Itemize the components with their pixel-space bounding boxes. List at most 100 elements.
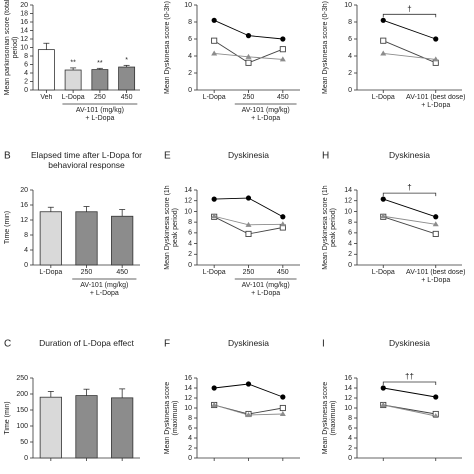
y-axis-label-box: Mean Dyskinesia score (0-3h) <box>164 1 171 94</box>
y-tick-label: 10 <box>344 208 352 215</box>
series-line <box>383 198 436 218</box>
y-axis-label: Mean Dyskinesia score (1h peak period) <box>164 185 179 270</box>
x-tick-label-box: AV-101 (best dose) + L-Dopa <box>406 94 465 109</box>
y-tick-label: 4 <box>24 70 28 77</box>
y-tick-label: 18 <box>20 10 28 17</box>
y-axis-label: Mean Dyskinesia score (0-3h) <box>322 1 329 94</box>
bar <box>37 49 55 91</box>
marker <box>245 59 252 66</box>
y-tick-label: 12 <box>344 395 352 402</box>
x-tick-label: L-Dopa <box>371 269 395 276</box>
marker <box>245 53 252 59</box>
marker <box>211 385 217 391</box>
y-tick-label: 4 <box>348 240 352 247</box>
significance: † <box>407 4 411 13</box>
marker <box>211 50 218 56</box>
y-tick-label: 2 <box>348 70 352 77</box>
series-line <box>214 197 284 218</box>
panel-title-box: Dyskinesia <box>228 338 269 348</box>
y-tick-label: 6 <box>188 36 192 43</box>
y-tick-label: 0 <box>188 87 192 94</box>
group-label: + L-Dopa <box>90 290 119 297</box>
y-tick-label: 10 <box>184 2 192 9</box>
y-tick-label: 0 <box>348 455 352 462</box>
group-label: AV-101 (mg/kg) <box>242 107 290 114</box>
panel-title-box: Dyskinesia <box>388 150 431 160</box>
y-axis-label: Mean Dyskinesia score (maximum) <box>164 381 179 455</box>
y-tick-label: 10 <box>344 405 352 412</box>
x-tick-label-box: L-Dopa <box>372 94 395 101</box>
y-tick-label: 8 <box>24 53 28 60</box>
x-tick-label: L-Dopa <box>202 94 226 101</box>
y-tick-label: 6 <box>348 36 352 43</box>
x-tick-label: AV-101 (best dose) + L-Dopa <box>406 269 466 284</box>
y-tick-label: 0 <box>24 262 28 269</box>
y-tick-label: 14 <box>184 385 192 392</box>
y-tick-label: 50 <box>20 439 28 446</box>
group-label: AV-101 (mg/kg) <box>242 282 290 289</box>
bar <box>64 69 82 91</box>
y-axis-label: Mean parkinsonian score (total period) <box>4 0 19 96</box>
y-tick-label: 16 <box>344 375 352 382</box>
y-axis-label: Mean Dyskinesia score (0-3h) <box>164 1 171 94</box>
y-tick-label: 0 <box>188 455 192 462</box>
marker <box>245 33 252 39</box>
y-tick-label: 4 <box>188 240 192 247</box>
bar <box>111 397 134 459</box>
y-tick-label: 12 <box>184 198 192 205</box>
y-tick-label: 0 <box>24 87 28 94</box>
x-tick-label-box: L-Dopa <box>371 269 395 276</box>
panel-letter: C <box>4 339 11 350</box>
series-line <box>383 215 436 225</box>
marker <box>280 36 286 42</box>
marker <box>432 221 439 227</box>
x-tick-label-box: AV-101 (best dose) + L-Dopa <box>406 269 466 284</box>
y-tick-label: 10 <box>184 208 192 215</box>
x-tick-label: 450 <box>276 269 289 276</box>
marker <box>279 46 286 53</box>
y-tick-label: 8 <box>24 232 28 239</box>
y-axis-label-box: Mean Dyskinesia score (maximum) <box>322 381 337 455</box>
x-tick-label: L-Dopa <box>39 269 63 276</box>
y-axis-label-box: Time (min) <box>4 401 11 434</box>
bar <box>118 66 136 91</box>
x-tick-label-box: 450 <box>121 94 133 101</box>
y-tick-label: 12 <box>20 36 28 43</box>
y-tick-label: 8 <box>348 219 352 226</box>
y-tick-label: 150 <box>16 407 28 414</box>
y-tick-label: 12 <box>20 217 28 224</box>
y-tick-label: 4 <box>188 435 192 442</box>
y-tick-label: 8 <box>188 415 192 422</box>
series-line <box>383 40 436 64</box>
y-axis-label-box: Time (min) <box>4 211 11 244</box>
y-tick-label: 16 <box>20 19 28 26</box>
bar <box>111 215 134 266</box>
y-tick-label: 4 <box>188 53 192 60</box>
marker <box>245 412 252 417</box>
y-axis-label-box: Mean Dyskinesia score (1h peak period) <box>322 185 337 269</box>
marker <box>245 221 252 227</box>
group-label: + L-Dopa <box>251 290 280 297</box>
y-axis-label: Mean Dyskinesia score (maximum) <box>322 381 337 455</box>
x-tick-label-box: 450 <box>276 269 289 276</box>
y-tick-label: 100 <box>16 423 28 430</box>
y-tick-label: 20 <box>20 2 28 9</box>
y-tick-label: 12 <box>184 395 192 402</box>
bar <box>39 211 62 266</box>
panel-title: Dyskinesia <box>388 150 431 160</box>
group-label: + L-Dopa <box>85 115 114 122</box>
y-tick-label: 14 <box>344 187 352 194</box>
x-tick-label-box: L-Dopa <box>202 94 226 101</box>
panel-title: Dyskinesia <box>388 338 431 348</box>
marker <box>433 394 439 400</box>
marker <box>245 381 252 387</box>
panel-title-box: Dyskinesia <box>388 338 431 348</box>
y-tick-label: 0 <box>348 262 352 269</box>
bar <box>75 211 98 266</box>
significance: † <box>407 183 411 192</box>
significance: ** <box>70 60 76 67</box>
y-tick-label: 6 <box>348 230 352 237</box>
marker <box>380 17 386 23</box>
y-tick-label: 10 <box>20 44 28 51</box>
